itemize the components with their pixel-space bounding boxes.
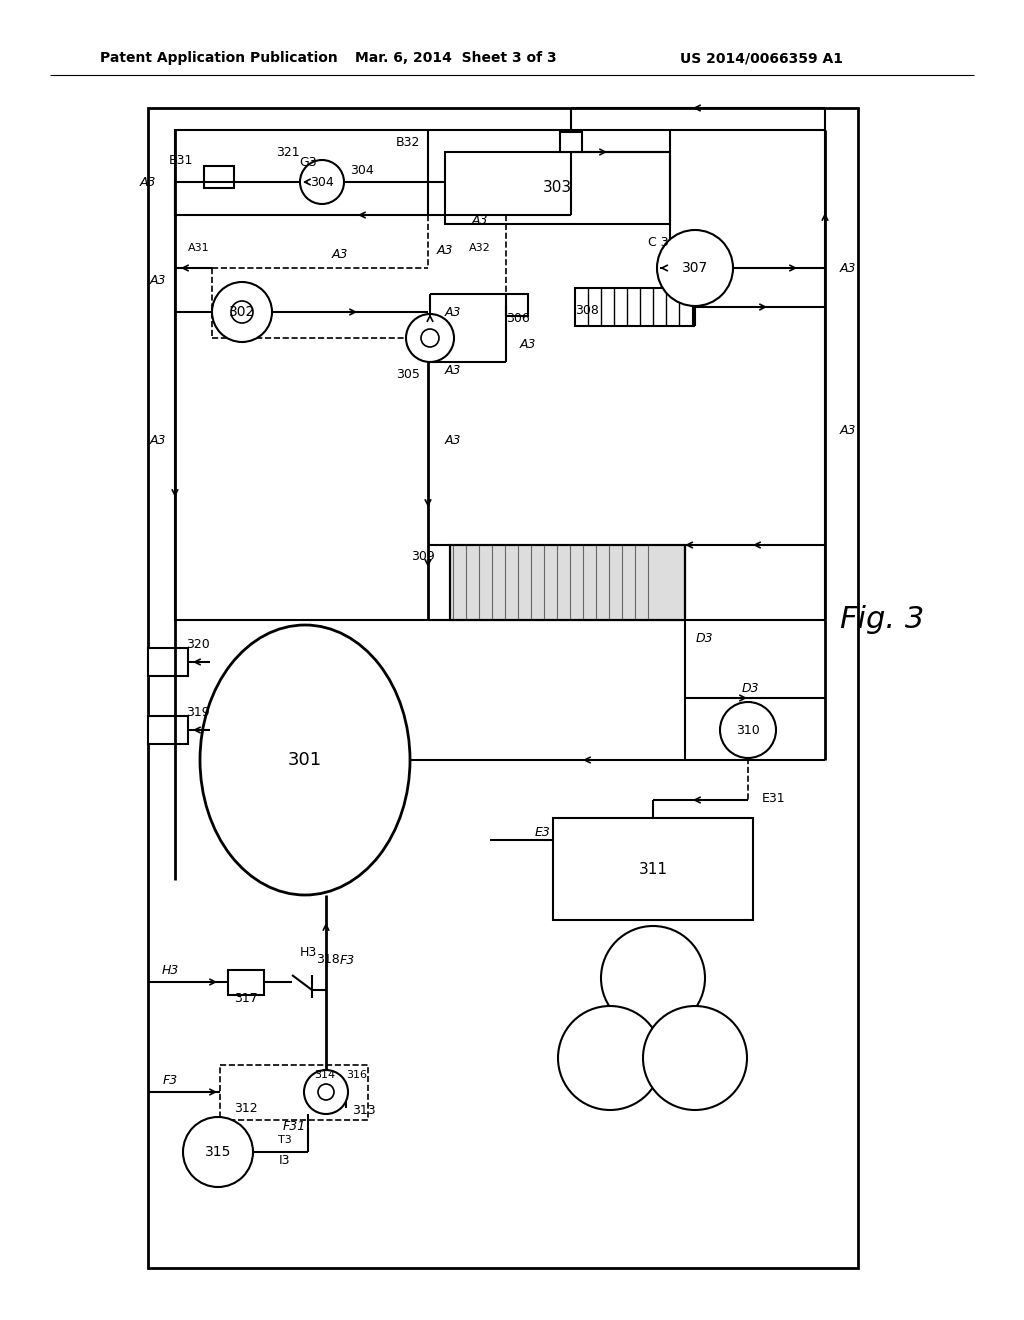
Bar <box>220 1065 368 1119</box>
Circle shape <box>643 1006 746 1110</box>
Bar <box>575 288 693 326</box>
Text: A31: A31 <box>188 243 210 253</box>
Text: 316: 316 <box>346 1071 367 1080</box>
Text: 320: 320 <box>186 638 210 651</box>
Text: C 3: C 3 <box>648 236 669 249</box>
Text: F31: F31 <box>283 1119 305 1133</box>
Text: 317: 317 <box>234 993 258 1005</box>
Text: 308: 308 <box>575 304 599 317</box>
Text: A3: A3 <box>445 433 462 446</box>
Text: 312: 312 <box>234 1102 258 1115</box>
Text: B32: B32 <box>396 136 420 149</box>
Circle shape <box>304 1071 348 1114</box>
Text: 313: 313 <box>352 1104 376 1117</box>
Text: D3: D3 <box>696 631 714 644</box>
Text: 303: 303 <box>543 181 571 195</box>
Text: 302: 302 <box>229 305 255 319</box>
Text: 321: 321 <box>276 145 300 158</box>
Text: 305: 305 <box>396 367 420 380</box>
Text: T3: T3 <box>279 1135 292 1144</box>
Text: B31: B31 <box>169 154 193 168</box>
Text: 318: 318 <box>316 953 340 966</box>
Text: Fig. 3: Fig. 3 <box>840 606 925 635</box>
Ellipse shape <box>200 624 410 895</box>
Text: A3: A3 <box>445 363 462 376</box>
Text: A3: A3 <box>472 214 488 227</box>
Text: 301: 301 <box>288 751 323 770</box>
Text: 310: 310 <box>736 723 760 737</box>
Text: Mar. 6, 2014  Sheet 3 of 3: Mar. 6, 2014 Sheet 3 of 3 <box>355 51 557 65</box>
Bar <box>445 152 670 224</box>
Text: A3: A3 <box>150 433 166 446</box>
Text: I3: I3 <box>280 1154 291 1167</box>
Text: 304: 304 <box>350 164 374 177</box>
Text: 319: 319 <box>186 705 210 718</box>
Text: G3: G3 <box>299 156 316 169</box>
Circle shape <box>300 160 344 205</box>
Bar <box>148 648 188 676</box>
Circle shape <box>720 702 776 758</box>
Text: A3: A3 <box>437 243 454 256</box>
Text: D3: D3 <box>741 681 759 694</box>
Text: A32: A32 <box>469 243 490 253</box>
Text: 314: 314 <box>314 1071 335 1080</box>
Text: A3: A3 <box>150 273 166 286</box>
Circle shape <box>183 1117 253 1187</box>
Bar <box>148 715 188 744</box>
Bar <box>560 132 582 152</box>
Text: E3: E3 <box>535 825 551 838</box>
Circle shape <box>558 1006 662 1110</box>
Bar <box>148 108 858 1269</box>
Text: A3: A3 <box>332 248 348 261</box>
Text: H3: H3 <box>162 964 178 977</box>
Circle shape <box>657 230 733 306</box>
Text: A3: A3 <box>520 338 537 351</box>
Text: 309: 309 <box>412 550 435 564</box>
Text: 311: 311 <box>639 862 668 876</box>
Bar <box>553 818 753 920</box>
Bar <box>450 545 685 620</box>
Text: 304: 304 <box>310 176 334 189</box>
Text: F3: F3 <box>340 953 355 966</box>
Bar <box>450 545 685 620</box>
Text: F3: F3 <box>163 1073 177 1086</box>
Text: Patent Application Publication: Patent Application Publication <box>100 51 338 65</box>
Circle shape <box>212 282 272 342</box>
Bar <box>175 129 825 620</box>
Text: 306: 306 <box>506 312 529 325</box>
Bar <box>506 294 528 315</box>
Circle shape <box>318 1084 334 1100</box>
Bar <box>228 970 264 995</box>
Text: A3: A3 <box>840 424 856 437</box>
Text: A3: A3 <box>139 176 156 189</box>
Circle shape <box>231 301 253 323</box>
Circle shape <box>601 927 705 1030</box>
Text: 315: 315 <box>205 1144 231 1159</box>
Circle shape <box>406 314 454 362</box>
Circle shape <box>421 329 439 347</box>
Text: H3: H3 <box>299 945 316 958</box>
Text: 307: 307 <box>682 261 709 275</box>
Text: A3: A3 <box>445 305 462 318</box>
Bar <box>204 166 234 187</box>
Text: US 2014/0066359 A1: US 2014/0066359 A1 <box>680 51 843 65</box>
Bar <box>228 1080 264 1105</box>
Text: A3: A3 <box>840 261 856 275</box>
Text: E31: E31 <box>762 792 785 804</box>
